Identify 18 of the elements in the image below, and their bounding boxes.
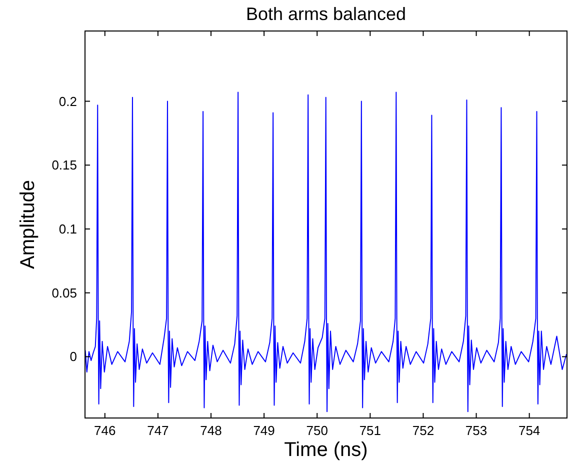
- y-tick-label: 0: [70, 349, 77, 364]
- x-tick-label: 747: [147, 423, 169, 438]
- line-series: [85, 92, 567, 412]
- chart-title: Both arms balanced: [246, 4, 406, 24]
- y-tick-label: 0.1: [58, 222, 77, 237]
- x-tick-label: 748: [200, 423, 222, 438]
- y-axis-title: Amplitude: [17, 180, 39, 269]
- x-axis-title: Time (ns): [284, 439, 368, 461]
- x-tick-label: 749: [253, 423, 275, 438]
- y-tick-label: 0.05: [52, 285, 77, 300]
- x-tick-label: 754: [518, 423, 540, 438]
- x-tick-label: 746: [94, 423, 116, 438]
- x-tick-label: 750: [306, 423, 328, 438]
- y-tick-label: 0.15: [52, 158, 77, 173]
- x-tick-label: 751: [359, 423, 382, 438]
- y-tick-label: 0.2: [58, 94, 77, 109]
- x-tick-label: 753: [465, 423, 488, 438]
- x-tick-label: 752: [412, 423, 434, 438]
